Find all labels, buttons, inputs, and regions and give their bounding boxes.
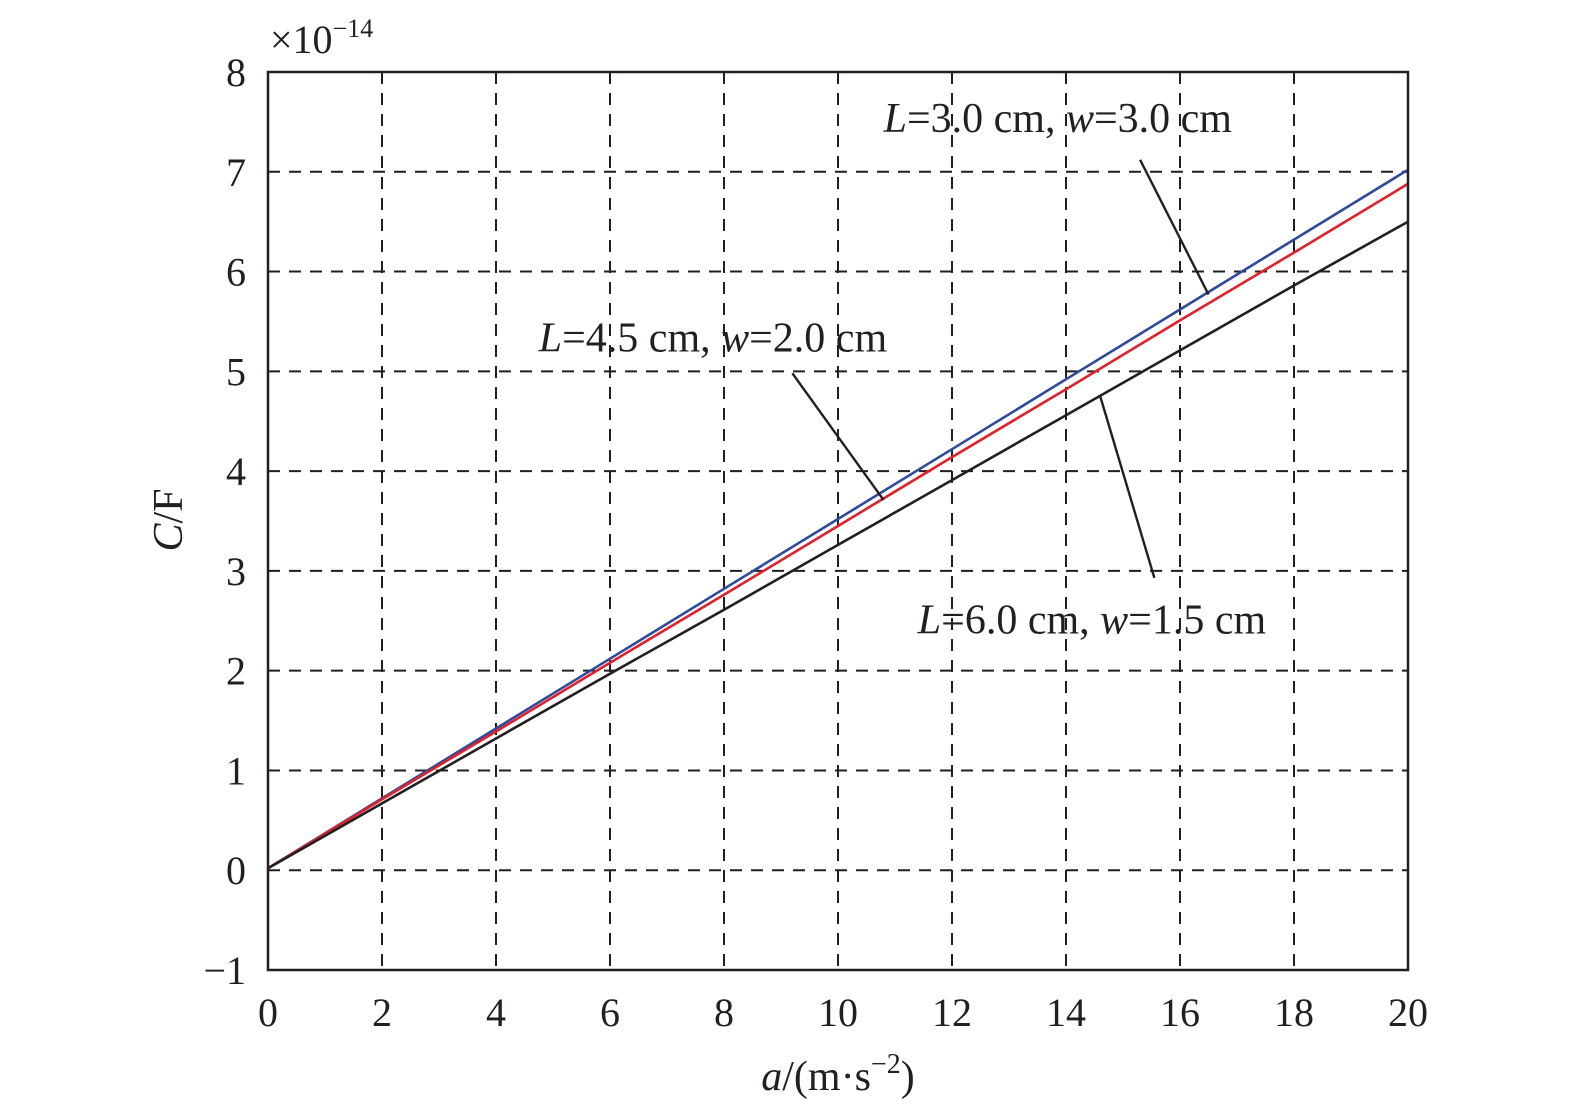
x-tick-label: 12 <box>932 990 972 1035</box>
y-tick-label: 0 <box>226 848 246 893</box>
plot-frame <box>266 70 1410 972</box>
x-tick-label: 18 <box>1274 990 1314 1035</box>
x-tick-label: 6 <box>600 990 620 1035</box>
annotation-label-2: L=6.0 cm, w=1.5 cm <box>917 598 1267 644</box>
annotation-leader-2 <box>1099 395 1156 579</box>
x-tick-label: 8 <box>714 990 734 1035</box>
x-tick-label: 10 <box>818 990 858 1035</box>
y-tick-label: 6 <box>226 250 246 295</box>
y-axis-title: C/F <box>146 488 192 551</box>
annotations: L=3.0 cm, w=3.0 cm L=4.5 cm, w=2.0 cm L=6.… <box>538 96 1267 644</box>
x-tick-label: 2 <box>372 990 392 1035</box>
grid-lines <box>268 72 1408 970</box>
y-tick-label: 1 <box>226 748 246 793</box>
x-tick-label: 4 <box>486 990 506 1035</box>
y-tick-label: 7 <box>226 150 246 195</box>
series-lines <box>267 168 1409 870</box>
x-tick-label: 0 <box>258 990 278 1035</box>
y-tick-label: 3 <box>226 549 246 594</box>
y-tick-label: 5 <box>226 349 246 394</box>
annotation-leader-0 <box>1139 159 1210 296</box>
annotation-label-1: L=4.5 cm, w=2.0 cm <box>538 315 888 361</box>
y-tick-label: 8 <box>226 50 246 95</box>
series-line-1 <box>267 182 1409 870</box>
y-axis-multiplier: ×10−14 <box>270 14 373 62</box>
annotation-leader-1 <box>791 372 885 501</box>
annotation-label-0: L=3.0 cm, w=3.0 cm <box>883 96 1233 142</box>
x-tick-label: 16 <box>1160 990 1200 1035</box>
series-line-2 <box>267 220 1409 870</box>
y-tick-label: 4 <box>226 449 246 494</box>
y-tick-label: −1 <box>203 948 246 993</box>
x-axis-title: a/(m·s−2) <box>761 1049 914 1100</box>
y-tick-label: 2 <box>226 649 246 694</box>
series-line-0 <box>267 168 1409 870</box>
x-tick-label: 20 <box>1388 990 1428 1035</box>
x-tick-label: 14 <box>1046 990 1086 1035</box>
